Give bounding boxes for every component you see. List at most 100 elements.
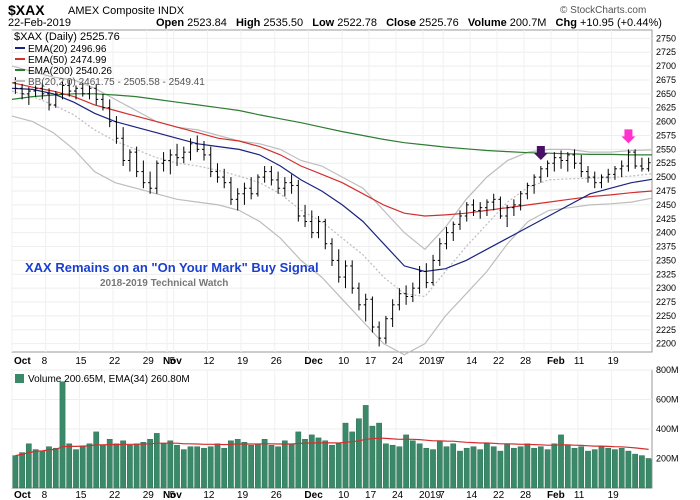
ohlc-bar bbox=[161, 152, 166, 172]
ohlc-bar bbox=[296, 179, 301, 222]
volume-bar bbox=[571, 447, 578, 489]
ohlc-bar bbox=[356, 282, 361, 311]
signal-arrow-icon bbox=[533, 146, 548, 161]
volume-bar bbox=[207, 446, 214, 489]
x-tick-label: 19 bbox=[608, 490, 620, 500]
ohlc-bar bbox=[74, 85, 78, 100]
legend-volume: Volume 200.65M, EMA(34) 260.80M bbox=[28, 374, 190, 385]
ohlc-bar bbox=[60, 81, 65, 100]
price-tick-label: 2525 bbox=[656, 158, 676, 168]
volume-bar bbox=[376, 422, 382, 489]
ohlc-bar bbox=[431, 254, 436, 286]
ohlc-bar bbox=[437, 238, 442, 266]
volume-bar bbox=[93, 431, 100, 489]
open-value: 2523.84 bbox=[187, 17, 227, 29]
volume-bar bbox=[106, 439, 113, 489]
volume-bar bbox=[517, 446, 524, 489]
volume-bar bbox=[113, 443, 120, 489]
ohlc-bar bbox=[532, 174, 537, 194]
x-tick-label: 26 bbox=[271, 356, 283, 367]
ohlc-bar bbox=[114, 116, 119, 144]
ohlc-bar bbox=[444, 227, 449, 250]
ohlc-bar bbox=[572, 149, 577, 169]
volume-bar bbox=[335, 443, 342, 489]
ohlc-bar bbox=[228, 177, 233, 205]
bb-middle-line bbox=[11, 90, 653, 298]
volume-bar bbox=[201, 447, 207, 489]
volume-bar bbox=[591, 449, 598, 489]
ohlc-bar bbox=[154, 160, 159, 194]
brand-watermark: © StockCharts.com bbox=[560, 5, 647, 16]
volume-bar bbox=[248, 444, 254, 489]
volume-bar bbox=[504, 443, 510, 489]
ohlc-bar bbox=[316, 215, 321, 239]
ohlc-bar bbox=[80, 82, 85, 97]
price-tick-label: 2375 bbox=[656, 242, 676, 252]
annotation-subtitle: 2018-2019 Technical Watch bbox=[100, 278, 228, 289]
chg-value: +10.95 (+0.44%) bbox=[579, 17, 662, 29]
ohlc-bar bbox=[612, 166, 617, 180]
volume-bar bbox=[423, 447, 430, 489]
ohlc-bar bbox=[511, 199, 516, 216]
volume-bar bbox=[362, 405, 369, 489]
ohlc-bar bbox=[525, 182, 530, 200]
volume-bar bbox=[490, 446, 497, 489]
index-name: AMEX Composite INDX bbox=[68, 5, 185, 17]
ohlc-bar bbox=[67, 79, 72, 97]
volume-bar bbox=[369, 425, 376, 489]
volume-bar bbox=[645, 458, 652, 489]
ema50-line bbox=[11, 82, 653, 217]
ohlc-bar bbox=[484, 199, 489, 216]
volume-bar bbox=[409, 440, 416, 489]
ohlc-bar bbox=[491, 193, 496, 211]
ohlc-bar bbox=[269, 166, 274, 186]
volume-bar bbox=[544, 449, 551, 489]
volume-bar bbox=[46, 446, 52, 489]
volume-bar bbox=[25, 443, 32, 489]
ohlc-bar bbox=[33, 85, 38, 97]
ohlc-bar bbox=[208, 146, 213, 178]
volume-bar bbox=[524, 443, 531, 489]
volume-bar bbox=[234, 439, 241, 489]
x-tick-label: 19 bbox=[237, 356, 249, 367]
volume-bar bbox=[12, 455, 19, 489]
volume-bar bbox=[356, 418, 362, 489]
volume-bar bbox=[511, 447, 517, 489]
ohlc-bar bbox=[424, 263, 429, 289]
x-tick-label: 12 bbox=[203, 490, 215, 500]
bb-upper-line bbox=[11, 65, 653, 251]
ohlc-bar bbox=[107, 99, 112, 128]
price-tick-label: 2400 bbox=[656, 228, 676, 238]
volume-bar bbox=[147, 439, 153, 489]
x-tick-label: Nov bbox=[163, 356, 182, 367]
price-tick-label: 2450 bbox=[656, 200, 676, 210]
ohlc-bar bbox=[633, 149, 638, 169]
ohlc-bar bbox=[626, 149, 631, 172]
ohlc-bar bbox=[26, 87, 31, 105]
price-tick-label: 2250 bbox=[656, 311, 676, 321]
close-value: 2525.76 bbox=[419, 17, 459, 29]
x-tick-label: 19 bbox=[237, 490, 249, 500]
volume-bar bbox=[32, 449, 39, 489]
x-tick-label: 28 bbox=[520, 490, 532, 500]
volume-bar bbox=[187, 446, 194, 489]
volume-bar bbox=[241, 442, 248, 489]
ohlc-bar bbox=[141, 160, 146, 189]
ohlc-bar bbox=[464, 202, 469, 222]
ohlc-bar bbox=[471, 199, 476, 216]
volume-bar bbox=[322, 440, 329, 489]
ohlc-bar bbox=[343, 260, 348, 289]
x-tick-label: 8 bbox=[42, 490, 48, 500]
ohlc-bar bbox=[639, 157, 644, 172]
bb-lower-line bbox=[11, 115, 653, 356]
x-tick-label: 2019 bbox=[419, 356, 442, 367]
x-tick-label: 7 bbox=[439, 356, 445, 367]
ohlc-bar bbox=[336, 249, 341, 283]
x-tick-label: 29 bbox=[143, 490, 155, 500]
ohlc-bar bbox=[599, 174, 604, 189]
chart-legend: $XAX (Daily) 2525.76 EMA(20) 2496.96 EMA… bbox=[14, 31, 205, 385]
x-tick-label: 22 bbox=[109, 356, 121, 367]
ema20-line bbox=[11, 87, 653, 273]
ohlc-bar bbox=[262, 166, 267, 183]
ohlc-bar bbox=[370, 296, 375, 333]
